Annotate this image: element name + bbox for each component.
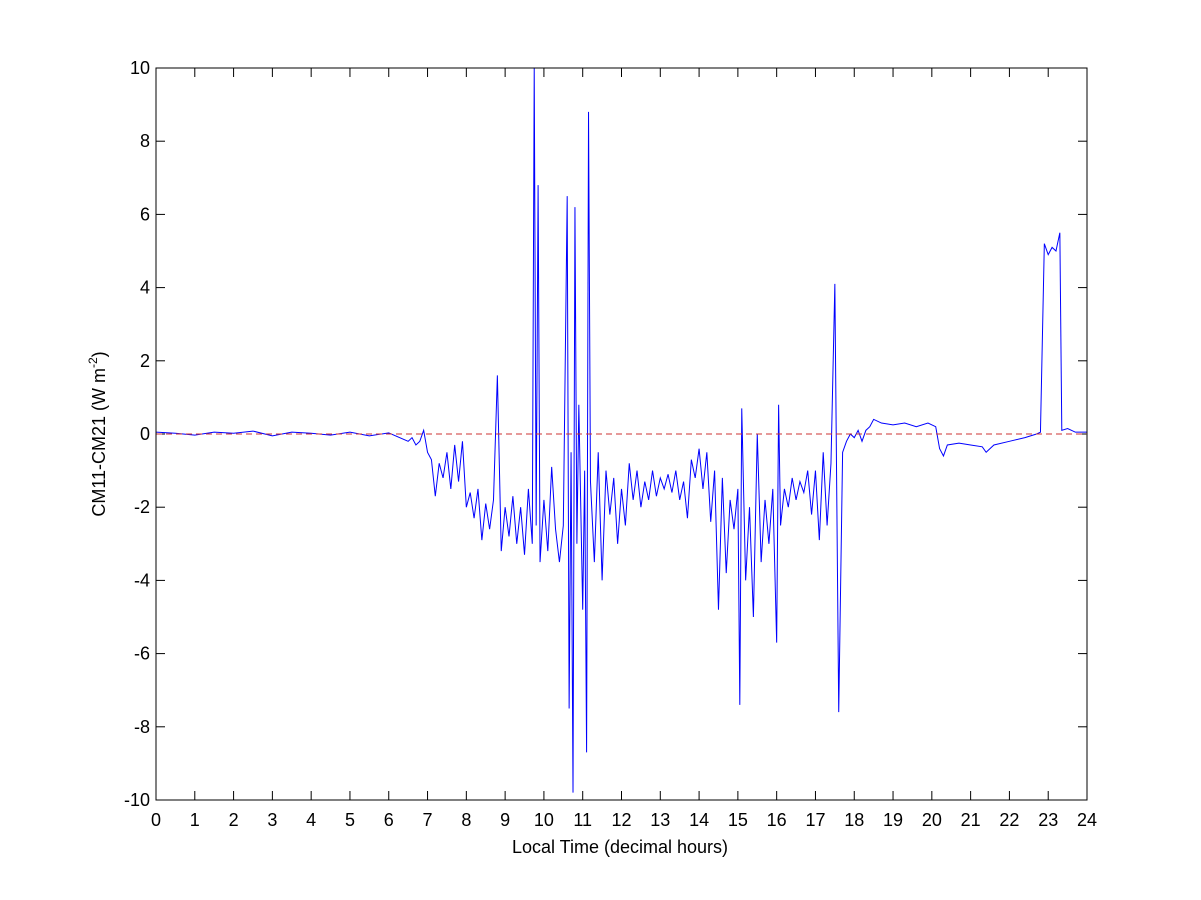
x-tick-label: 9 — [500, 810, 510, 830]
x-tick-label: 12 — [611, 810, 631, 830]
x-tick-label: 14 — [689, 810, 709, 830]
y-tick-label: -10 — [124, 790, 150, 810]
y-label-suffix: ) — [89, 351, 109, 357]
y-tick-label: -4 — [134, 570, 150, 590]
y-tick-label: 0 — [140, 424, 150, 444]
x-tick-label: 22 — [999, 810, 1019, 830]
y-label-sup: -2 — [86, 357, 100, 368]
y-tick-label: 2 — [140, 351, 150, 371]
data-line — [156, 68, 1087, 793]
y-tick-label: 4 — [140, 278, 150, 298]
x-tick-label: 3 — [267, 810, 277, 830]
plot-frame — [155, 67, 1088, 801]
x-tick-label: 11 — [573, 810, 592, 830]
x-tick-label: 18 — [844, 810, 864, 830]
x-tick-label: 20 — [922, 810, 942, 830]
x-tick-label: 24 — [1077, 810, 1097, 830]
x-tick-label: 10 — [534, 810, 554, 830]
x-tick-label: 13 — [650, 810, 670, 830]
x-axis-label: Local Time (decimal hours) — [512, 837, 728, 857]
y-tick-label: 6 — [140, 204, 150, 224]
x-tick-label: 21 — [961, 810, 981, 830]
y-tick-label: 8 — [140, 131, 150, 151]
y-tick-label: -8 — [134, 717, 150, 737]
x-tick-label: 8 — [461, 810, 471, 830]
y-tick-label: -6 — [134, 644, 150, 664]
y-tick-label: -2 — [134, 497, 150, 517]
y-label-text: CM11-CM21 (W m — [89, 368, 109, 517]
x-tick-label: 0 — [151, 810, 161, 830]
x-tick-label: 19 — [883, 810, 903, 830]
x-tick-label: 16 — [767, 810, 787, 830]
x-tick-label: 2 — [229, 810, 239, 830]
x-tick-label: 5 — [345, 810, 355, 830]
y-axis-label: CM11-CM21 (W m-2) — [86, 351, 109, 516]
x-tick-label: 1 — [190, 810, 200, 830]
x-tick-label: 4 — [306, 810, 316, 830]
x-tick-label: 15 — [728, 810, 748, 830]
x-tick-label: 7 — [423, 810, 433, 830]
y-tick-label: 10 — [130, 58, 150, 78]
x-tick-label: 23 — [1038, 810, 1058, 830]
x-tick-label: 17 — [805, 810, 825, 830]
x-tick-label: 6 — [384, 810, 394, 830]
